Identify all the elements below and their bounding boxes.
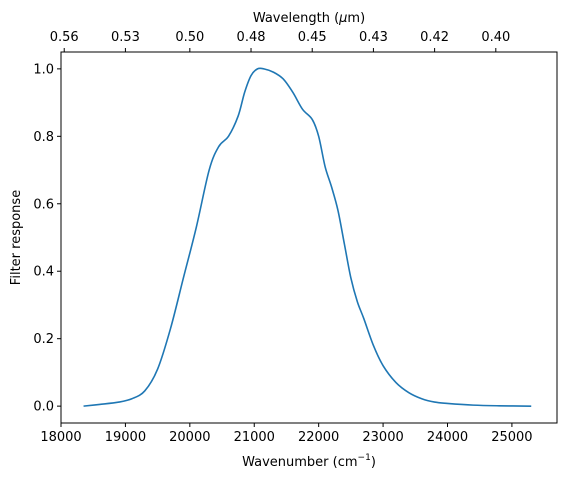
- y-tick-label: 0.8: [33, 130, 54, 145]
- y-axis-label: Filter response: [9, 190, 24, 285]
- tick-labels: 18000 19000 20000 21000 22000 23000 24000 25000…: [33, 30, 532, 445]
- x-tick-label: 20000: [169, 430, 210, 445]
- y-tick-label: 0.6: [33, 197, 54, 212]
- top-x-tick-label: 0.40: [481, 30, 510, 45]
- y-tick-label: 0.2: [33, 332, 54, 347]
- tick-marks: [57, 48, 513, 427]
- x-tick-label: 18000: [40, 430, 81, 445]
- x-tick-label: 19000: [105, 430, 146, 445]
- top-x-tick-label: 0.53: [111, 30, 140, 45]
- top-x-tick-label: 0.43: [359, 30, 388, 45]
- plot-area: [83, 67, 532, 407]
- top-x-tick-label: 0.42: [420, 30, 449, 45]
- y-tick-label: 0.4: [33, 265, 54, 280]
- y-tick-label: 0.0: [33, 400, 54, 415]
- x-axis-label: Wavenumber (cm−1): [242, 453, 376, 470]
- top-axis-label: Wavelength (μm): [253, 11, 365, 26]
- x-tick-label: 21000: [234, 430, 275, 445]
- top-x-tick-label: 0.50: [175, 30, 204, 45]
- top-x-tick-label: 0.45: [298, 30, 327, 45]
- y-tick-label: 1.0: [33, 62, 54, 77]
- top-x-tick-label: 0.48: [237, 30, 266, 45]
- x-tick-label: 25000: [491, 430, 532, 445]
- plot-frame: [60, 51, 558, 424]
- filter-response-line: [83, 67, 532, 407]
- x-tick-label: 24000: [427, 430, 468, 445]
- x-tick-label: 23000: [362, 430, 403, 445]
- top-x-tick-label: 0.56: [50, 30, 79, 45]
- x-tick-label: 22000: [298, 430, 339, 445]
